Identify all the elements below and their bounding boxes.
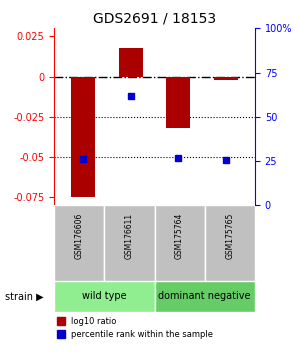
Bar [71, 76, 95, 197]
Text: strain ▶: strain ▶ [5, 291, 44, 301]
Bar [154, 205, 205, 281]
Bar [167, 76, 191, 128]
Text: GSM175764: GSM175764 [175, 213, 184, 259]
Bar [214, 76, 238, 80]
Text: GSM175765: GSM175765 [225, 213, 234, 259]
Legend: log10 ratio, percentile rank within the sample: log10 ratio, percentile rank within the … [54, 314, 216, 343]
Bar [118, 48, 142, 76]
Bar [104, 205, 154, 281]
Bar [54, 205, 104, 281]
Bar [54, 281, 154, 312]
Bar [205, 205, 255, 281]
Title: GDS2691 / 18153: GDS2691 / 18153 [93, 12, 216, 26]
Text: GSM176606: GSM176606 [75, 213, 84, 259]
Text: dominant negative: dominant negative [158, 291, 251, 301]
Text: GSM176611: GSM176611 [125, 213, 134, 259]
Text: wild type: wild type [82, 291, 127, 301]
Bar [154, 281, 255, 312]
